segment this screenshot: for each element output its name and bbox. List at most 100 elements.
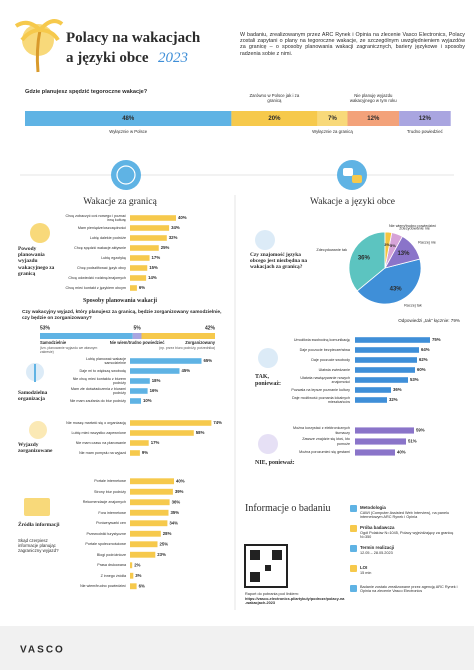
title: a języki obce [66,50,149,66]
value-label: 14% [148,275,157,280]
qr-block [272,550,282,560]
value-label: 48% [122,116,135,122]
chart-note: Odpowiedzi „tak” łącznie: 79% [398,318,460,323]
bar-segment [231,111,318,126]
qr-block [250,572,260,582]
bar-segment [132,333,142,339]
value-label: 60% [417,367,426,372]
pie-slice [348,231,386,292]
bar-label: Portale internetowe [94,479,126,484]
info-icon [350,545,357,552]
group-icon [29,421,47,439]
value-label: 74% [213,420,222,425]
bar-label: Daje możliwość poznania lokalnych mieszk… [291,395,350,404]
value-label: 20% [268,116,281,122]
chart-title: Wyjazdy zorganizowane [18,442,53,455]
info-label: Termin realizacji [360,545,395,550]
value-label: 62% [419,357,428,362]
speech-bubble [352,175,362,183]
intro: W badaniu, zrealizowanym przez ARC Rynek… [240,32,465,57]
bar [130,275,147,281]
bar [355,427,414,434]
segment-note: (np. przez biuro podróży, pośrednika) [159,346,215,350]
value-label: 34% [169,520,178,525]
bar-segment [25,111,232,126]
bar-segment [40,333,133,339]
chart-title: TAK, ponieważ: [255,374,281,387]
value-label: 34% [171,225,180,230]
value-label: 40% [178,215,187,220]
bar [130,488,173,495]
bar-label: Mam złe doświadczenia z biurami podróży [70,386,126,395]
value-label: 53% [410,377,419,382]
value-label: 3% [384,242,390,247]
value-label: 51% [408,439,417,444]
value-label: 6% [139,583,145,588]
bar-segment [347,111,400,126]
bar [130,368,180,374]
bar [130,388,148,394]
bar-label: Lubię dalekie podróże [89,235,126,240]
segment-label: Nie planuję wyjazdu wakacyjnego w tym ro… [349,93,397,103]
value-label: 5% [134,325,142,331]
bar-label: Lubię mieć wszystko zapewnione [71,430,126,435]
bar-label: Można korzystać z elektronicznych tłumac… [293,426,350,435]
info-text: CAWI (Computer Assisted Web Interview), … [360,511,450,520]
bar-segment [141,333,215,339]
bar [130,235,167,241]
value-label: 59% [416,428,425,433]
segment-label: Wyłącznie za granicą [312,129,353,134]
slice-label: Zdecydowanie tak [316,248,347,252]
bar-label: Mam pieniądze/oszczędności [77,225,126,230]
bar [130,520,168,527]
bar [355,357,417,363]
value-label: 10% [143,398,152,403]
value-label: 32% [169,235,178,240]
bar [130,430,194,436]
bar [130,255,150,261]
bar-label: Chcę mieć kontakt z językiem obcym [65,285,126,290]
bar-label: Chcę odwiedzić rodzinę/znajomych [68,275,126,280]
chart-title: Gdzie planujesz spędzić tegoroczne wakac… [25,89,148,95]
chart-title: NIE, ponieważ: [255,460,295,466]
bar [130,245,159,251]
value-label: 36% [358,256,371,262]
bar [355,387,391,393]
bar-label: Można porozumieć się gestami [299,450,350,455]
info-text: 15 min [360,571,372,575]
info-text: 12.05 – 28.05.2023 [360,551,393,555]
bar [130,215,176,221]
value-label: 12% [419,116,432,122]
bar [355,377,408,383]
bar [355,347,419,353]
bar-label: Nie mam pomysłu na wyjazd [79,450,126,455]
value-label: 45% [182,368,191,373]
qr-block [250,550,260,560]
footer-band [0,626,474,670]
bar-label: Nie chcę mieć kontaktu z biurem podróży [72,376,126,385]
bar [130,551,156,558]
value-label: 25% [161,245,170,250]
value-label: 12% [367,116,380,122]
link-label: Raport do pobrania pod linkiem: [245,592,299,596]
chart-title: Samodzielna organizacja [18,390,48,403]
chart-title: Czy wakacyjny wyjazd, który planujesz za… [22,310,222,321]
bar [130,541,158,548]
bar [130,478,174,485]
chart-title: Źródła informacji [18,522,60,528]
value-label: 43% [390,286,403,292]
bar-label: Daje mi to większą swobodę [79,368,126,373]
palm-trunk [35,29,42,73]
globe-lines [116,165,136,185]
no-icon [258,434,278,454]
value-label: 15% [149,265,158,270]
link[interactable]: https://vasco-electronics.pl/artykuly/po… [245,597,345,606]
info-label: LOI [360,565,368,570]
bar [130,509,169,516]
bar [355,367,415,373]
bar-label: Fora internetowe [98,510,126,515]
bar [130,378,150,384]
speech-bubble [343,168,353,176]
slice-label: Nie wiem/trudno powiedzieć [389,224,436,228]
